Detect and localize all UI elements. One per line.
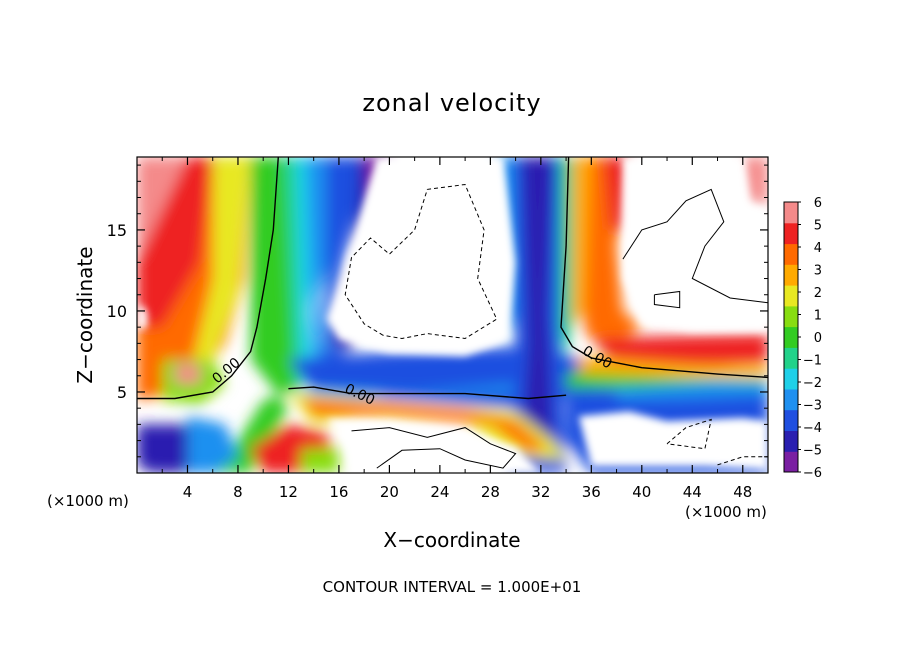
- colorbar-swatch: [784, 409, 798, 431]
- colorbar-swatch: [784, 326, 798, 348]
- field-region-24: [603, 157, 630, 230]
- colorbar-swatch: [784, 430, 798, 452]
- contour-zero-left: [137, 157, 279, 400]
- colorbar-swatch: [784, 388, 798, 411]
- field-region-34: [742, 157, 768, 206]
- x-tick-label: 20: [380, 483, 399, 501]
- colorbar-swatch: [784, 305, 798, 328]
- field-region-5: [174, 364, 201, 384]
- velocity-field: [137, 157, 768, 473]
- field-region-33: [301, 448, 339, 473]
- x-tick-label: 24: [430, 483, 449, 501]
- field-region-16: [288, 375, 554, 396]
- plot-frame: [136, 156, 769, 474]
- field-white-4: [578, 411, 768, 470]
- y-tick-label: 10: [107, 302, 127, 321]
- contour-dashed-corner: [717, 456, 768, 466]
- colorbar-tick-label: 3: [814, 264, 822, 279]
- x-tick-label: 44: [683, 483, 702, 501]
- field-region-2: [137, 157, 213, 328]
- colorbar-tick-label: 4: [814, 241, 822, 256]
- colorbar-swatch: [784, 347, 798, 369]
- colorbar-swatch: [784, 222, 798, 245]
- field-region-6: [212, 157, 302, 473]
- x-unit-label-right: (×1000 m): [685, 503, 767, 521]
- colorbar-tick-label: −4: [803, 421, 822, 436]
- colorbar-tick-label: 2: [814, 286, 822, 301]
- x-tick-label: 28: [481, 483, 500, 501]
- colorbar-tick-label: −5: [803, 444, 822, 459]
- field-region-19: [521, 157, 554, 441]
- y-tick-label: 5: [117, 383, 127, 402]
- colorbar-tick-label: 6: [814, 196, 822, 211]
- field-region-26: [578, 356, 768, 376]
- contour-thin-right: [622, 188, 768, 304]
- x-tick-label: 12: [279, 483, 298, 501]
- y-tick-label: 15: [107, 221, 127, 240]
- x-tick-label: 36: [582, 483, 601, 501]
- y-axis-label: Z−coordinate: [73, 246, 97, 383]
- x-tick-label: 4: [183, 483, 193, 501]
- colorbar-swatch: [784, 368, 798, 390]
- contour-zero-right: [560, 157, 768, 379]
- colorbar-tick-label: 1: [814, 309, 822, 324]
- y-axis-ticks: 5 10 15: [107, 164, 768, 458]
- field-region-23: [572, 157, 592, 328]
- contour-zero-middle: [288, 386, 567, 400]
- colorbar-swatch: [784, 264, 798, 286]
- contour-thin-lower: [351, 427, 517, 469]
- contour-interval-note: CONTOUR INTERVAL = 1.000E+01: [323, 578, 582, 596]
- x-tick-label: 32: [531, 483, 550, 501]
- contour-lines: [137, 157, 768, 469]
- field-region-14: [187, 416, 238, 473]
- colorbar-swatch: [784, 202, 798, 224]
- colorbar-tick-label: −1: [803, 354, 822, 369]
- field-region-22: [578, 157, 642, 344]
- x-tick-label: 48: [733, 483, 752, 501]
- colorbar-swatch: [784, 243, 798, 265]
- field-region-25: [591, 333, 768, 366]
- contour-thin-right-loop: [653, 290, 681, 309]
- field-white-0: [326, 157, 516, 357]
- colorbar-tick-label: −2: [803, 376, 822, 391]
- field-region-9: [307, 157, 352, 376]
- contour-dashed-lower-right: [666, 418, 712, 450]
- colorbar-tick-label: −6: [803, 466, 822, 481]
- chart-title: zonal velocity: [362, 89, 541, 117]
- colorbar-swatch: [784, 451, 798, 473]
- field-region-31: [301, 398, 548, 452]
- colorbar-tick-label: 5: [814, 219, 822, 234]
- field-white-1: [622, 157, 768, 332]
- colorbar: 6 5 4 3 2 1 0 −1 −2 −3 −4 −5 −6: [783, 196, 822, 481]
- x-axis-label: X−coordinate: [383, 528, 520, 552]
- field-region-3: [193, 157, 251, 360]
- x-unit-label-left: (×1000 m): [47, 492, 129, 510]
- colorbar-swatch: [784, 285, 798, 307]
- x-tick-label: 16: [329, 483, 348, 501]
- colorbar-tick-label: 0: [814, 331, 822, 346]
- x-tick-label: 8: [233, 483, 243, 501]
- plot-area: [137, 157, 768, 473]
- field-region-29: [616, 382, 768, 401]
- field-white-3: [137, 302, 148, 331]
- x-axis-ticks: 4 8 12 16 20 24 28 32 36 40 44 48: [161, 157, 752, 501]
- field-region-17: [288, 388, 390, 401]
- x-tick-label: 40: [632, 483, 651, 501]
- field-region-10: [326, 157, 371, 376]
- colorbar-tick-label: −3: [803, 399, 822, 414]
- field-white-2: [326, 419, 541, 473]
